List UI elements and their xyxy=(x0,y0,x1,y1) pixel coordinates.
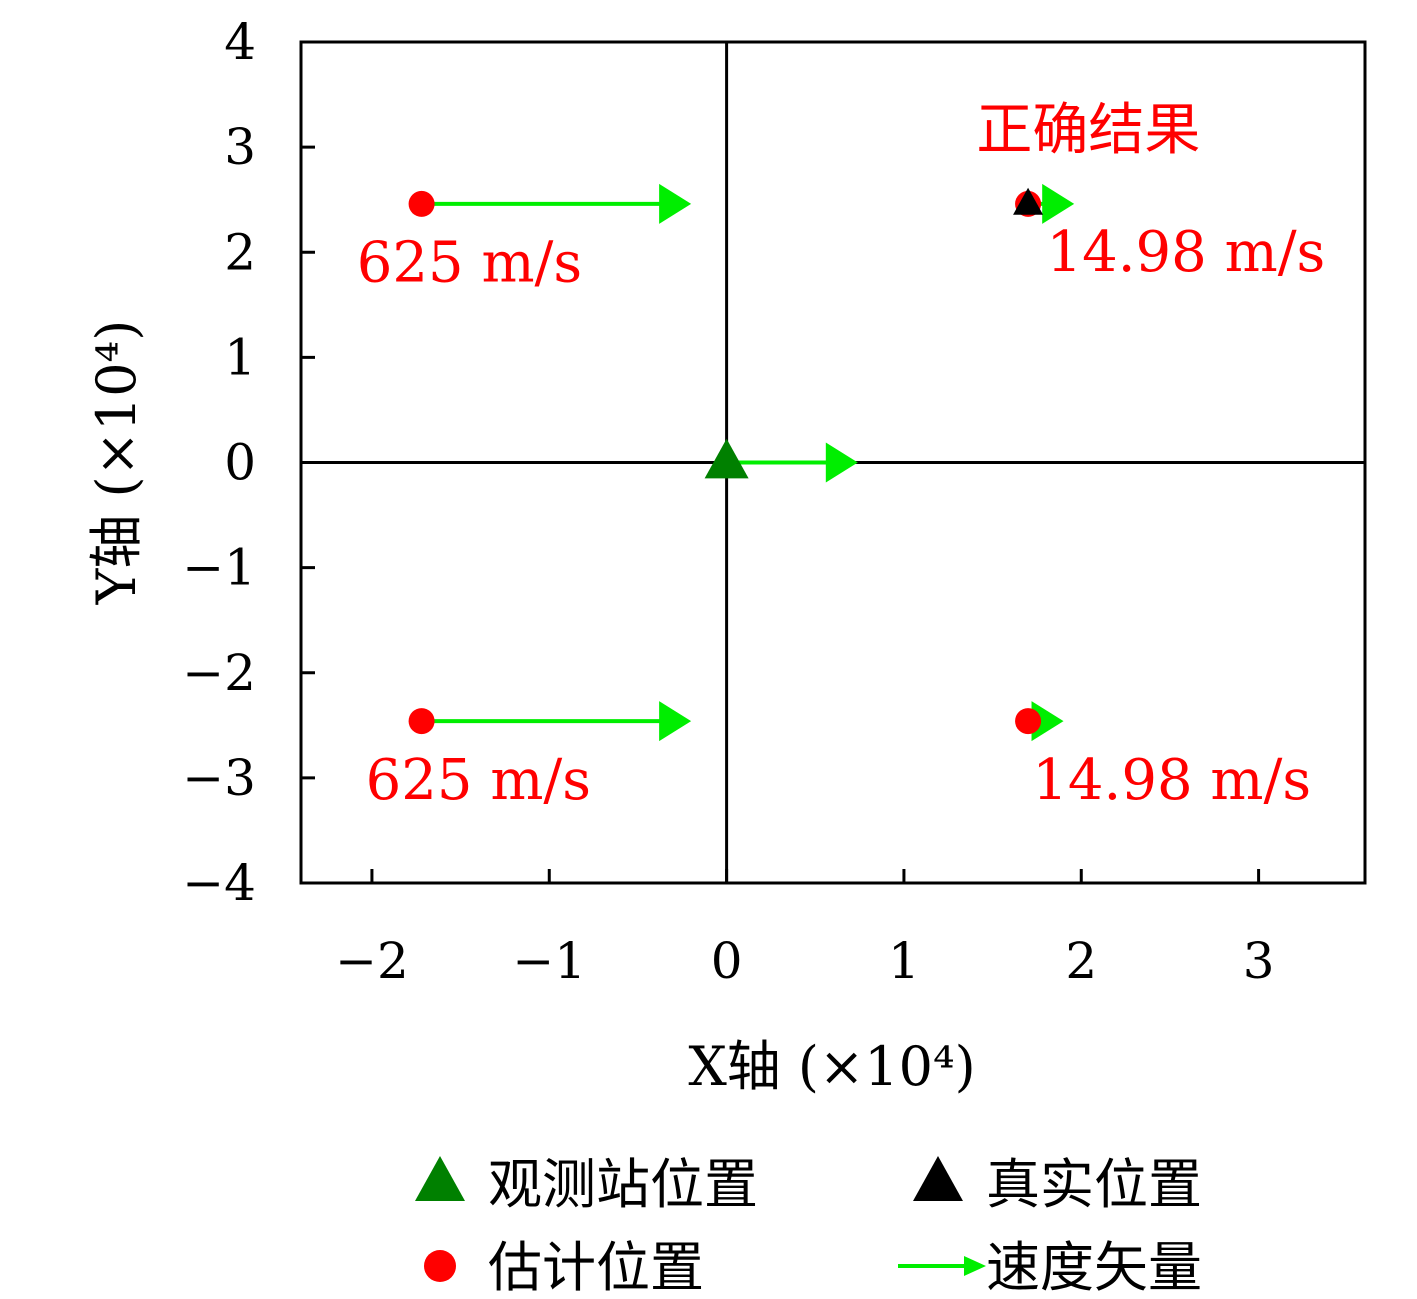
legend-label: 观测站位置 xyxy=(488,1153,758,1216)
velocity-arrowhead xyxy=(1031,701,1064,742)
y-tick-label: 3 xyxy=(224,118,256,176)
y-tick-label: 2 xyxy=(224,223,256,281)
y-tick-label: −3 xyxy=(182,749,256,807)
legend-true-position-icon xyxy=(913,1156,963,1201)
observation-station-point xyxy=(704,438,749,479)
x-tick-label: −2 xyxy=(335,932,409,990)
estimated-position-point xyxy=(408,190,435,217)
y-tick-label: 4 xyxy=(224,13,256,71)
x-axis-label: X轴 (×10⁴) xyxy=(688,1035,975,1098)
y-tick-label: −2 xyxy=(182,644,256,702)
y-tick-label: −4 xyxy=(182,854,256,912)
legend-label: 真实位置 xyxy=(986,1153,1202,1216)
legend-item: 真实位置 xyxy=(913,1153,1202,1216)
legend-item: 观测站位置 xyxy=(415,1153,758,1216)
velocity-arrowhead xyxy=(659,701,692,742)
annotation: 625 m/s xyxy=(357,231,582,296)
y-tick-label: 0 xyxy=(224,434,256,492)
annotation: 14.98 m/s xyxy=(1032,748,1311,813)
x-tick-label: −1 xyxy=(512,932,586,990)
y-axis-label: Y轴 (×10⁴) xyxy=(85,320,148,606)
legend-estimate-icon xyxy=(424,1250,456,1282)
true-position-point xyxy=(1013,187,1044,215)
legend-item: 速度矢量 xyxy=(898,1236,1202,1299)
legend-station-icon xyxy=(415,1156,465,1201)
legend-vector-arrowhead-icon xyxy=(964,1256,986,1276)
x-tick-label: 0 xyxy=(711,932,743,990)
legend-item: 估计位置 xyxy=(424,1236,704,1299)
velocity-arrowhead xyxy=(825,442,858,483)
x-tick-label: 3 xyxy=(1243,932,1275,990)
velocity-arrowhead xyxy=(659,183,692,224)
estimated-position-point xyxy=(408,708,435,735)
estimated-position-point xyxy=(1015,708,1042,735)
y-tick-label: −1 xyxy=(182,539,256,597)
annotation: 正确结果 xyxy=(976,98,1200,163)
x-tick-label: 2 xyxy=(1065,932,1097,990)
y-tick-label: 1 xyxy=(224,328,256,386)
velocity-arrowhead xyxy=(1042,183,1075,224)
legend-label: 速度矢量 xyxy=(986,1236,1202,1299)
plot-area: −2 −1 0 1 2 3 −4 −3 −2 −1 0 1 2 3 4 正确结果 625 m/s 14.98 m/… xyxy=(182,13,1367,990)
annotation: 14.98 m/s xyxy=(1046,220,1325,285)
x-tick-label: 1 xyxy=(888,932,920,990)
annotation: 625 m/s xyxy=(366,748,591,813)
legend-label: 估计位置 xyxy=(488,1236,704,1299)
